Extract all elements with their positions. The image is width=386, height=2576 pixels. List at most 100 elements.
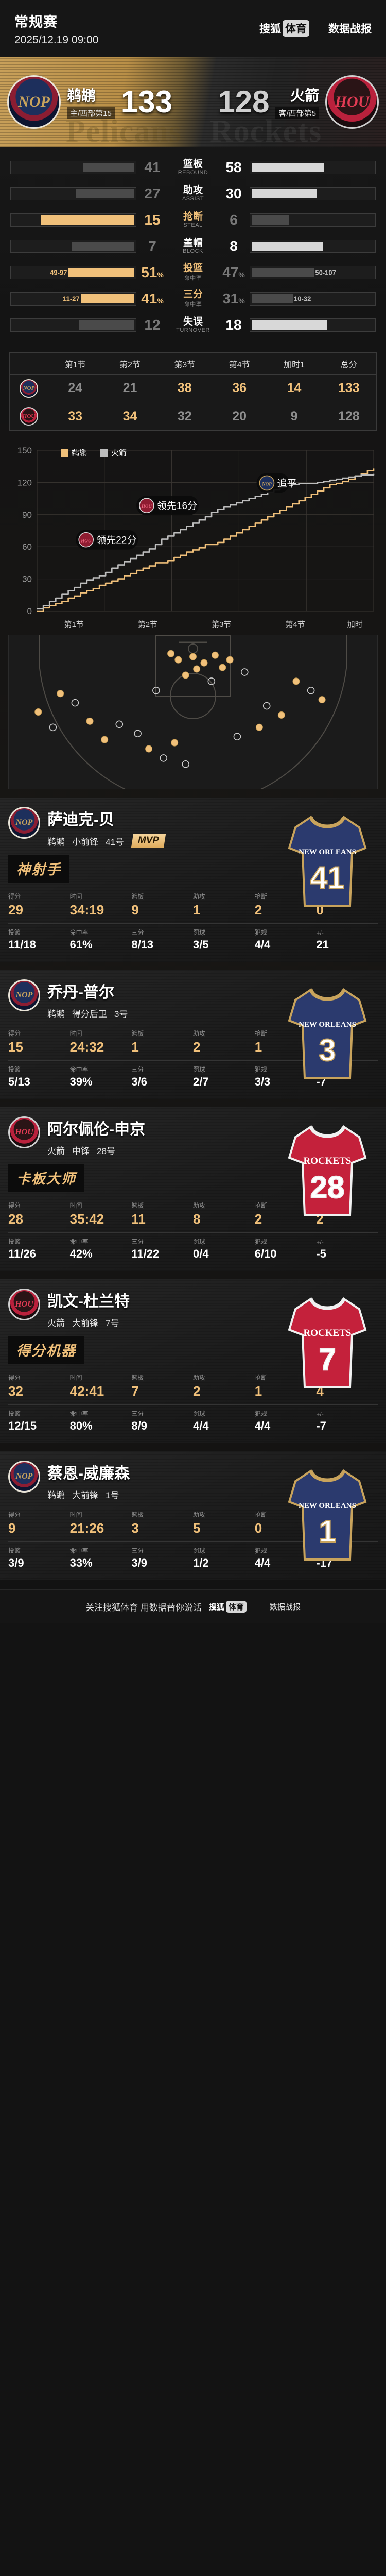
player-stat-value: 4/4 bbox=[193, 1419, 209, 1432]
away-stat-value: 18 bbox=[225, 317, 242, 333]
shot-made-marker bbox=[277, 711, 285, 719]
player-position: 得分后卫 bbox=[72, 1009, 107, 1019]
away-stat-bar: 10-32 bbox=[250, 292, 376, 306]
shot-made-marker bbox=[193, 665, 201, 673]
home-stat-value: 12 bbox=[144, 317, 161, 333]
jersey-graphic: NEW ORLEANS 41 bbox=[288, 815, 367, 907]
player-card[interactable]: NEW ORLEANS 41 NOP 萨迪克-贝 鹈鹕 小前锋 41号 MVP 神射手 得分 29 时… bbox=[0, 798, 386, 962]
player-stat-value: 3 bbox=[131, 1520, 139, 1536]
home-stat-fraction: 49-97 bbox=[50, 268, 67, 277]
player-card[interactable]: ROCKETS 28 HOU 阿尔佩伦-申京 火箭 中锋 28号 卡板大师 得分 28 时间 35:4… bbox=[0, 1107, 386, 1271]
player-stat-cell: 时间 24:32 bbox=[70, 1029, 132, 1055]
away-stat-value: 30 bbox=[225, 185, 242, 201]
player-stat-cell: 命中率 39% bbox=[70, 1065, 132, 1089]
quarter-header-cell: 第2节 bbox=[119, 360, 141, 369]
player-stat-value: 35:42 bbox=[69, 1211, 104, 1227]
stat-divider bbox=[8, 1404, 378, 1405]
away-team-logo[interactable]: HOU bbox=[325, 75, 379, 129]
home-stat-value: 7 bbox=[148, 238, 156, 254]
player-number: 7号 bbox=[106, 1318, 119, 1328]
player-stat-cell: 抢断 2 bbox=[255, 892, 317, 918]
player-stat-value: 11/18 bbox=[8, 938, 36, 951]
shot-missed-marker bbox=[307, 686, 315, 694]
shot-made-marker bbox=[182, 671, 189, 679]
player-stat-cell: 得分 28 bbox=[8, 1201, 70, 1227]
player-stat-row-secondary: 投篮 12/15 命中率 80% 三分 8/9 罚球 4/4 犯规 4/4 +/- -7 bbox=[8, 1407, 378, 1435]
three-point-line bbox=[39, 635, 347, 789]
player-stat-value: 42:41 bbox=[69, 1383, 104, 1399]
quarter-header-cell: 加时1 bbox=[284, 360, 305, 369]
player-number: 1号 bbox=[106, 1490, 119, 1500]
shot-made-marker bbox=[34, 708, 42, 716]
infographic-page: 常规赛 2025/12.19 09:00 搜狐 体育 数据战报 Pelicans… bbox=[0, 0, 386, 1623]
stat-label: 篮板 REBOUND bbox=[168, 159, 218, 176]
player-stat-label: 时间 bbox=[69, 1030, 82, 1037]
player-number: 3号 bbox=[114, 1009, 128, 1019]
stat-label-cn: 抢断 bbox=[183, 211, 203, 223]
player-stat-cell: 时间 42:41 bbox=[70, 1373, 132, 1399]
player-stat-label: 助攻 bbox=[193, 893, 206, 900]
stat-row: 49-97 51% 投篮 命中率 47% 50-107 bbox=[10, 261, 376, 284]
svg-text:NEW ORLEANS: NEW ORLEANS bbox=[299, 1021, 356, 1029]
player-card-list: NEW ORLEANS 41 NOP 萨迪克-贝 鹈鹕 小前锋 41号 MVP 神射手 得分 29 时… bbox=[0, 798, 386, 1580]
player-stat-cell: 三分 8/13 bbox=[131, 928, 193, 952]
shot-missed-marker bbox=[115, 720, 124, 728]
player-stat-value: 15 bbox=[8, 1039, 23, 1055]
svg-text:HOU: HOU bbox=[141, 504, 152, 509]
player-stat-label: 投篮 bbox=[8, 1410, 21, 1417]
brand-report-text: 数据战报 bbox=[328, 23, 372, 35]
home-team-logo[interactable]: NOP bbox=[7, 75, 61, 129]
player-stat-value: 8/13 bbox=[131, 938, 154, 951]
player-stat-value: 3/5 bbox=[193, 938, 209, 951]
player-name: 凯文-杜兰特 bbox=[47, 1293, 130, 1310]
player-card[interactable]: ROCKETS 7 HOU 凯文-杜兰特 火箭 大前锋 7号 得分机器 得分 32 时间 42:41 篮… bbox=[0, 1279, 386, 1443]
quarter-score-cell: 20 bbox=[232, 409, 247, 423]
player-stat-table: 得分32时间42:41篮板7助攻2抢断1盖帽4投篮12/15命中率80%三分8/… bbox=[8, 1371, 378, 1435]
brand-sohu-text: 搜狐 bbox=[259, 23, 281, 35]
stat-label-en: BLOCK bbox=[183, 248, 203, 255]
player-stat-label: 三分 bbox=[131, 1547, 144, 1554]
player-stat-cell: 犯规 6/10 bbox=[255, 1237, 317, 1261]
player-stat-label: +/- bbox=[316, 929, 324, 937]
player-stat-label: 得分 bbox=[8, 1511, 21, 1518]
legend-label: 火箭 bbox=[111, 449, 127, 457]
player-stat-cell: 抢断 2 bbox=[255, 1201, 317, 1227]
stat-divider bbox=[8, 1060, 378, 1061]
player-stat-value: 24:32 bbox=[69, 1039, 104, 1055]
jersey-graphic: ROCKETS 7 bbox=[288, 1297, 367, 1388]
player-stat-label: 时间 bbox=[69, 1374, 82, 1381]
table-row: HOU 33 34 32 20 9 128 bbox=[10, 402, 376, 430]
player-stat-label: 抢断 bbox=[254, 893, 267, 900]
player-stat-value: 61% bbox=[69, 938, 93, 951]
player-card[interactable]: NEW ORLEANS 3 NOP 乔丹-普尔 鹈鹕 得分后卫 3号 得分 15 时间 24:32 篮… bbox=[0, 970, 386, 1099]
player-stat-value: 9 bbox=[8, 1520, 16, 1536]
player-card[interactable]: NEW ORLEANS 1 NOP 蔡恩-威廉森 鹈鹕 大前锋 1号 得分 9 时间 21:26 篮板… bbox=[0, 1451, 386, 1580]
player-stat-value: 29 bbox=[8, 902, 23, 918]
player-stat-table: 得分28时间35:42篮板11助攻8抢断2盖帽2投篮11/26命中率42%三分1… bbox=[8, 1199, 378, 1263]
player-stat-label: 篮板 bbox=[131, 1202, 144, 1209]
player-stat-label: 得分 bbox=[8, 1030, 21, 1037]
brand-sports-pill: 体育 bbox=[283, 20, 309, 37]
stat-label-en: STEAL bbox=[183, 222, 203, 228]
player-stat-label: 犯规 bbox=[254, 1547, 267, 1554]
x-tick: 第2节 bbox=[137, 620, 158, 629]
away-stat-value: 8 bbox=[230, 238, 238, 254]
player-stat-value: 4/4 bbox=[254, 1556, 271, 1569]
shot-missed-marker bbox=[71, 699, 79, 707]
stat-label: 三分 命中率 bbox=[168, 290, 218, 308]
away-team-meta: 火箭 客/西部第5 bbox=[275, 84, 319, 119]
mvp-badge: MVP bbox=[131, 834, 166, 848]
svg-text:NEW ORLEANS: NEW ORLEANS bbox=[299, 848, 356, 856]
stat-label-cn: 投篮 bbox=[183, 263, 203, 274]
player-stat-cell: 犯规 4/4 bbox=[255, 1546, 317, 1570]
footer-bar: 关注搜狐体育 用数据替你说话 搜狐 体育 数据战报 bbox=[0, 1589, 386, 1623]
stat-label: 投篮 命中率 bbox=[168, 263, 218, 282]
court-svg bbox=[9, 635, 377, 789]
svg-text:HOU: HOU bbox=[80, 538, 92, 544]
svg-text:ROCKETS: ROCKETS bbox=[304, 1328, 352, 1338]
away-stat-bar bbox=[250, 318, 376, 332]
player-stat-label: 得分 bbox=[8, 893, 21, 900]
player-stat-cell: 助攻 1 bbox=[193, 892, 255, 918]
shot-made-marker bbox=[145, 745, 153, 753]
player-position: 大前锋 bbox=[72, 1318, 98, 1328]
